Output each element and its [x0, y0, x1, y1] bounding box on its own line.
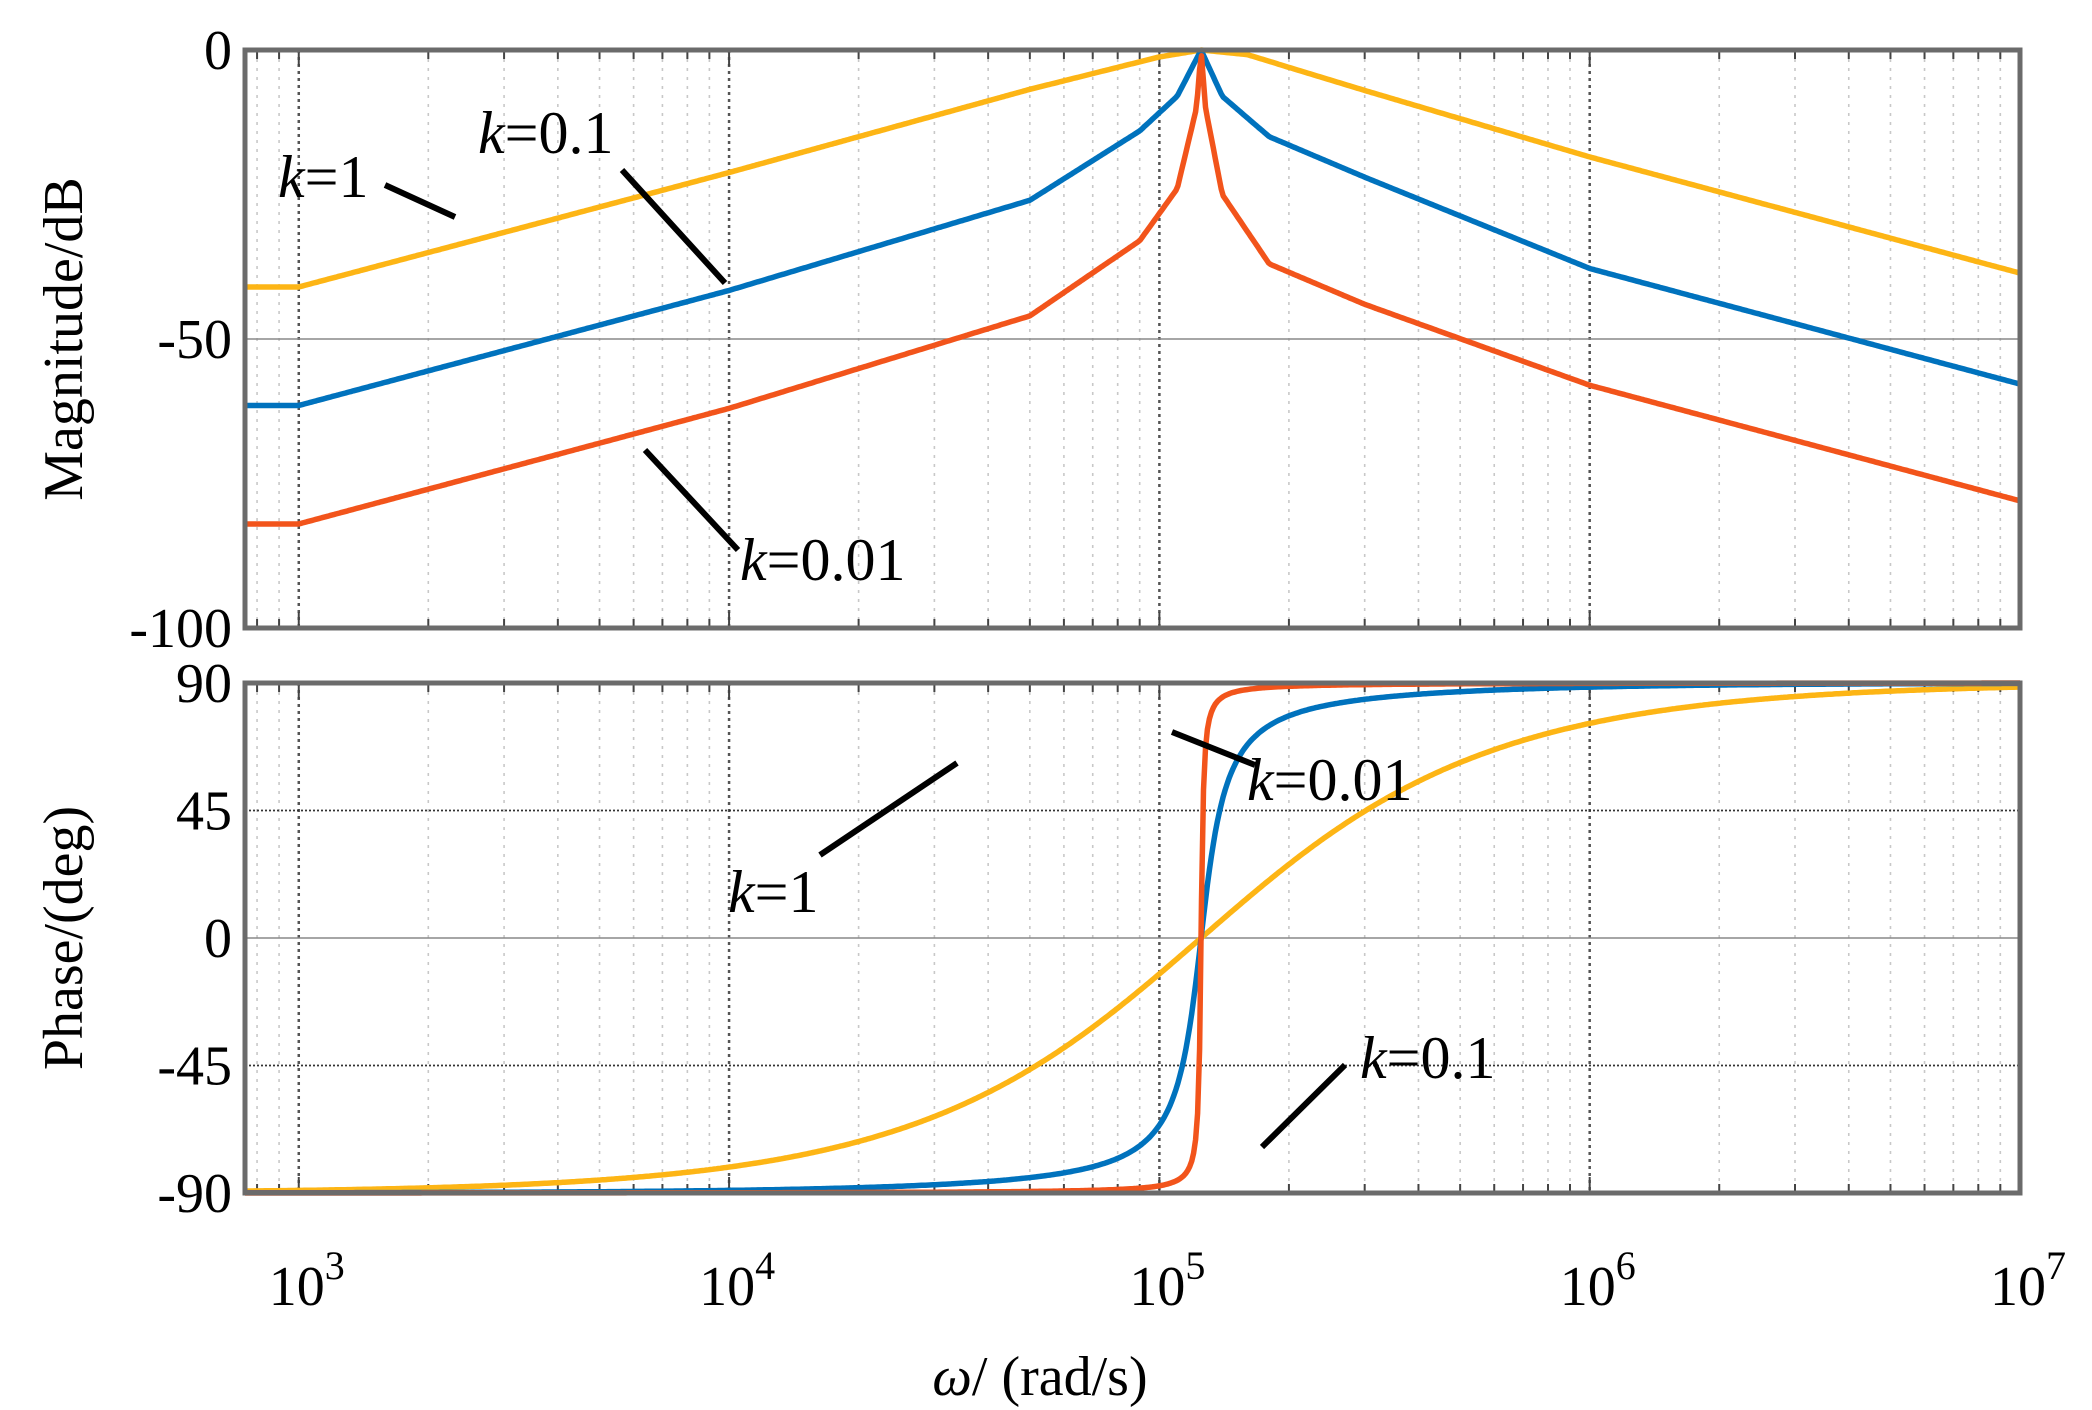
x-tick-exponent: 6 [1616, 1243, 1636, 1288]
annotation-mag-k001-k: k [740, 527, 768, 593]
phase-plot-frame [242, 680, 2023, 1196]
phase-y-tick-label: -90 [157, 1163, 232, 1225]
annotation-ph-k001-rest: =0.01 [1274, 747, 1413, 813]
magnitude-y-tick-label: -100 [129, 598, 232, 660]
magnitude-y-tick-label: -50 [157, 309, 232, 371]
annotation-mag-k001: k=0.01 [740, 527, 905, 593]
annotation-ph-k1: k=1 [728, 859, 818, 925]
x-axis-label-rest: / (rad/s) [972, 1346, 1148, 1408]
annotation-mag-k01-k: k [478, 100, 506, 166]
magnitude-y-ticks: 0 -50 -100 [129, 20, 232, 660]
annotation-mag-k01: k=0.1 [478, 100, 613, 166]
annotation-ph-k001-k: k [1247, 747, 1275, 813]
annotation-mag-k1: k=1 [278, 144, 368, 210]
annotation-mag-k1-k: k [278, 144, 306, 210]
annotation-ph-k01: k=0.1 [1360, 1025, 1495, 1091]
phase-grid [245, 683, 2022, 1193]
annotation-ph-k001: k=0.01 [1247, 747, 1412, 813]
magnitude-y-label: Magnitude/dB [33, 177, 95, 501]
x-tick-label: 104 [699, 1243, 775, 1318]
annotation-mag-k01-rest: =0.1 [505, 100, 614, 166]
magnitude-subplot: 0-50-100 Magnitude/dB k=1 k=0.1 k=0.01 [33, 20, 2023, 660]
x-tick-label: 105 [1129, 1243, 1205, 1318]
x-tick-base: 10 [1990, 1256, 2046, 1318]
magnitude-series-k1 [244, 47, 2021, 290]
phase-y-tick-label: 45 [176, 781, 232, 843]
annotation-mag-k1-rest: =1 [305, 144, 369, 210]
x-tick-base: 10 [1129, 1256, 1185, 1318]
x-tick-exponent: 4 [755, 1243, 775, 1288]
phase-y-tick-label: 0 [204, 908, 232, 970]
x-tick-base: 10 [269, 1256, 325, 1318]
x-tick-label: 106 [1560, 1243, 1636, 1318]
magnitude-series [244, 47, 2021, 527]
annotation-leader-ph-k01 [1259, 1062, 1348, 1150]
x-tick-label: 107 [1990, 1243, 2066, 1318]
x-tick-base: 10 [1560, 1256, 1616, 1318]
x-tick-exponent: 5 [1185, 1243, 1205, 1288]
phase-series-k1 [244, 684, 2021, 1194]
x-axis-label-omega: ω [932, 1346, 972, 1408]
phase-y-label: Phase/(deg) [33, 806, 95, 1070]
annotation-mag-k001-rest: =0.01 [767, 527, 906, 593]
annotation-ph-k1-k: k [728, 859, 756, 925]
annotation-leader-mag-k001 [642, 447, 741, 553]
annotation-ph-k1-rest: =1 [755, 859, 819, 925]
x-tick-exponent: 3 [325, 1243, 345, 1288]
x-tick-base: 10 [699, 1256, 755, 1318]
magnitude-series-k001 [244, 53, 2021, 527]
annotation-leader-ph-k001 [1170, 729, 1257, 768]
magnitude-plot-frame [242, 47, 2023, 631]
magnitude-series-k01 [244, 48, 2021, 409]
annotation-leader-mag-k01 [619, 167, 728, 286]
x-ticks: 103 104 105 106 107 [269, 1243, 2066, 1318]
phase-y-tick-label: -45 [157, 1036, 232, 1098]
x-tick-label: 103 [269, 1243, 345, 1318]
annotation-leader-mag-k1 [383, 182, 457, 220]
x-tick-exponent: 7 [2046, 1243, 2066, 1288]
magnitude-y-tick-label: 0 [204, 20, 232, 82]
x-axis-label: ω/ (rad/s) [932, 1346, 1147, 1408]
annotation-ph-k01-rest: =0.1 [1387, 1025, 1496, 1091]
annotation-ph-k01-k: k [1360, 1025, 1388, 1091]
phase-y-ticks: 90 45 0 -45 -90 [157, 653, 232, 1225]
annotation-leader-ph-k1 [818, 760, 959, 858]
phase-y-tick-label: 90 [176, 653, 232, 715]
